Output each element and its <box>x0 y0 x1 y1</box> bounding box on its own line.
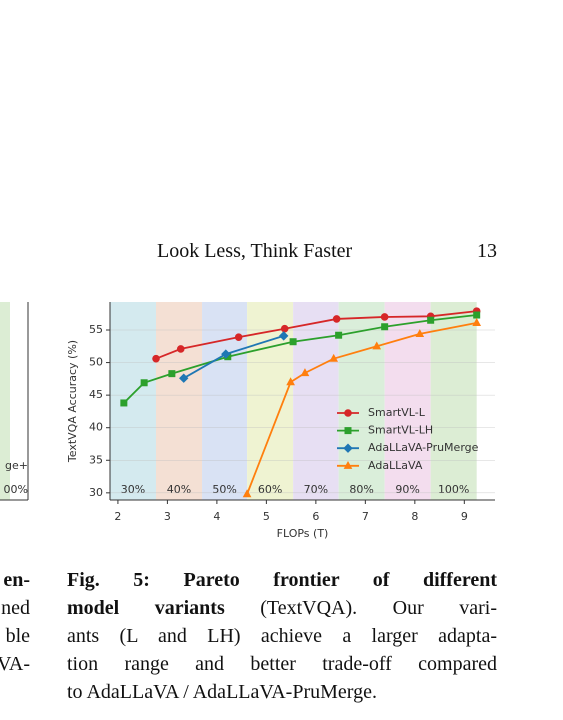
caption-text: ants (L and LH) achieve a larger adapta- <box>67 625 497 647</box>
point <box>176 345 185 353</box>
point <box>140 379 148 387</box>
page-number: 13 <box>477 240 497 262</box>
running-title: Look Less, Think Faster <box>157 240 353 262</box>
point <box>380 313 389 321</box>
point <box>286 377 295 386</box>
band-label: 80% <box>349 483 373 496</box>
point <box>344 427 352 435</box>
point <box>343 460 353 469</box>
fragment-caption: en- <box>3 569 30 591</box>
x-tick-label: 4 <box>213 510 220 523</box>
x-tick-label: 6 <box>312 510 319 523</box>
point <box>329 353 339 362</box>
point <box>289 338 297 346</box>
point <box>234 333 243 341</box>
point <box>168 370 176 378</box>
budget-band <box>110 302 157 500</box>
fragment-caption: ble <box>5 625 30 647</box>
caption-line: ants (L and LH) achieve a larger adapta- <box>67 624 497 648</box>
caption-text: model variants <box>67 597 225 619</box>
point <box>280 324 289 333</box>
budget-band <box>293 302 339 500</box>
caption-text: tion range and better trade-off compared <box>67 653 497 675</box>
y-tick-label: 50 <box>89 356 103 369</box>
point <box>335 331 343 339</box>
x-tick-label: 3 <box>164 510 171 523</box>
caption-line: to AdaLLaVA / AdaLLaVA-PruMerge. <box>67 680 497 704</box>
band-label: 90% <box>395 483 419 496</box>
point <box>415 329 425 338</box>
legend-label: AdaLLaVA-PruMerge <box>368 441 479 454</box>
legend-label: SmartVL-L <box>368 406 426 419</box>
fragment-caption: ned <box>1 597 30 619</box>
x-tick-label: 7 <box>362 510 369 523</box>
fragment-label: 00% <box>4 483 28 496</box>
point <box>343 443 353 453</box>
series-line <box>155 310 477 360</box>
caption-line: model variants (TextVQA). Our vari- <box>67 596 497 620</box>
fragment-caption: VA- <box>0 653 30 675</box>
band-label: 30% <box>121 483 145 496</box>
point <box>221 349 231 359</box>
caption-text: (TextVQA). Our vari- <box>224 597 498 619</box>
point <box>120 399 128 407</box>
band-label: 50% <box>212 483 236 496</box>
point <box>152 354 160 363</box>
budget-band <box>202 302 248 500</box>
caption-text: to AdaLLaVA / AdaLLaVA-PruMerge. <box>67 681 377 703</box>
point <box>278 331 289 341</box>
legend-label: SmartVL-LH <box>368 424 433 437</box>
band-label: 100% <box>438 483 469 496</box>
caption-line: tion range and better trade-off compared <box>67 652 497 676</box>
point <box>332 315 341 323</box>
x-tick-label: 5 <box>263 510 270 523</box>
point <box>242 489 252 498</box>
y-tick-label: 40 <box>89 421 103 434</box>
x-tick-label: 8 <box>411 510 418 523</box>
point <box>179 373 189 383</box>
point <box>473 311 481 319</box>
band-label: 70% <box>304 483 328 496</box>
caption-text: Fig. 5: Pareto frontier of different <box>67 569 497 591</box>
y-tick-label: 55 <box>89 323 103 336</box>
x-axis-label: FLOPs (T) <box>277 527 329 540</box>
y-axis-label: TextVQA Accuracy (%) <box>66 340 79 463</box>
y-tick-label: 30 <box>89 486 103 499</box>
budget-band <box>430 302 477 500</box>
legend-label: AdaLLaVA <box>368 459 423 472</box>
fragment-label: ge+ <box>5 459 28 472</box>
y-tick-label: 45 <box>89 388 103 401</box>
point <box>427 316 435 324</box>
x-tick-label: 9 <box>461 510 468 523</box>
budget-band <box>156 302 203 500</box>
band-label: 60% <box>258 483 282 496</box>
band-label: 40% <box>167 483 191 496</box>
point <box>344 409 352 417</box>
x-tick-label: 2 <box>114 510 121 523</box>
point <box>472 318 482 326</box>
y-tick-label: 35 <box>89 453 103 466</box>
band <box>0 302 10 500</box>
caption-line: Fig. 5: Pareto frontier of different <box>67 568 497 592</box>
point <box>381 323 389 331</box>
point <box>300 368 310 377</box>
point <box>372 341 382 350</box>
